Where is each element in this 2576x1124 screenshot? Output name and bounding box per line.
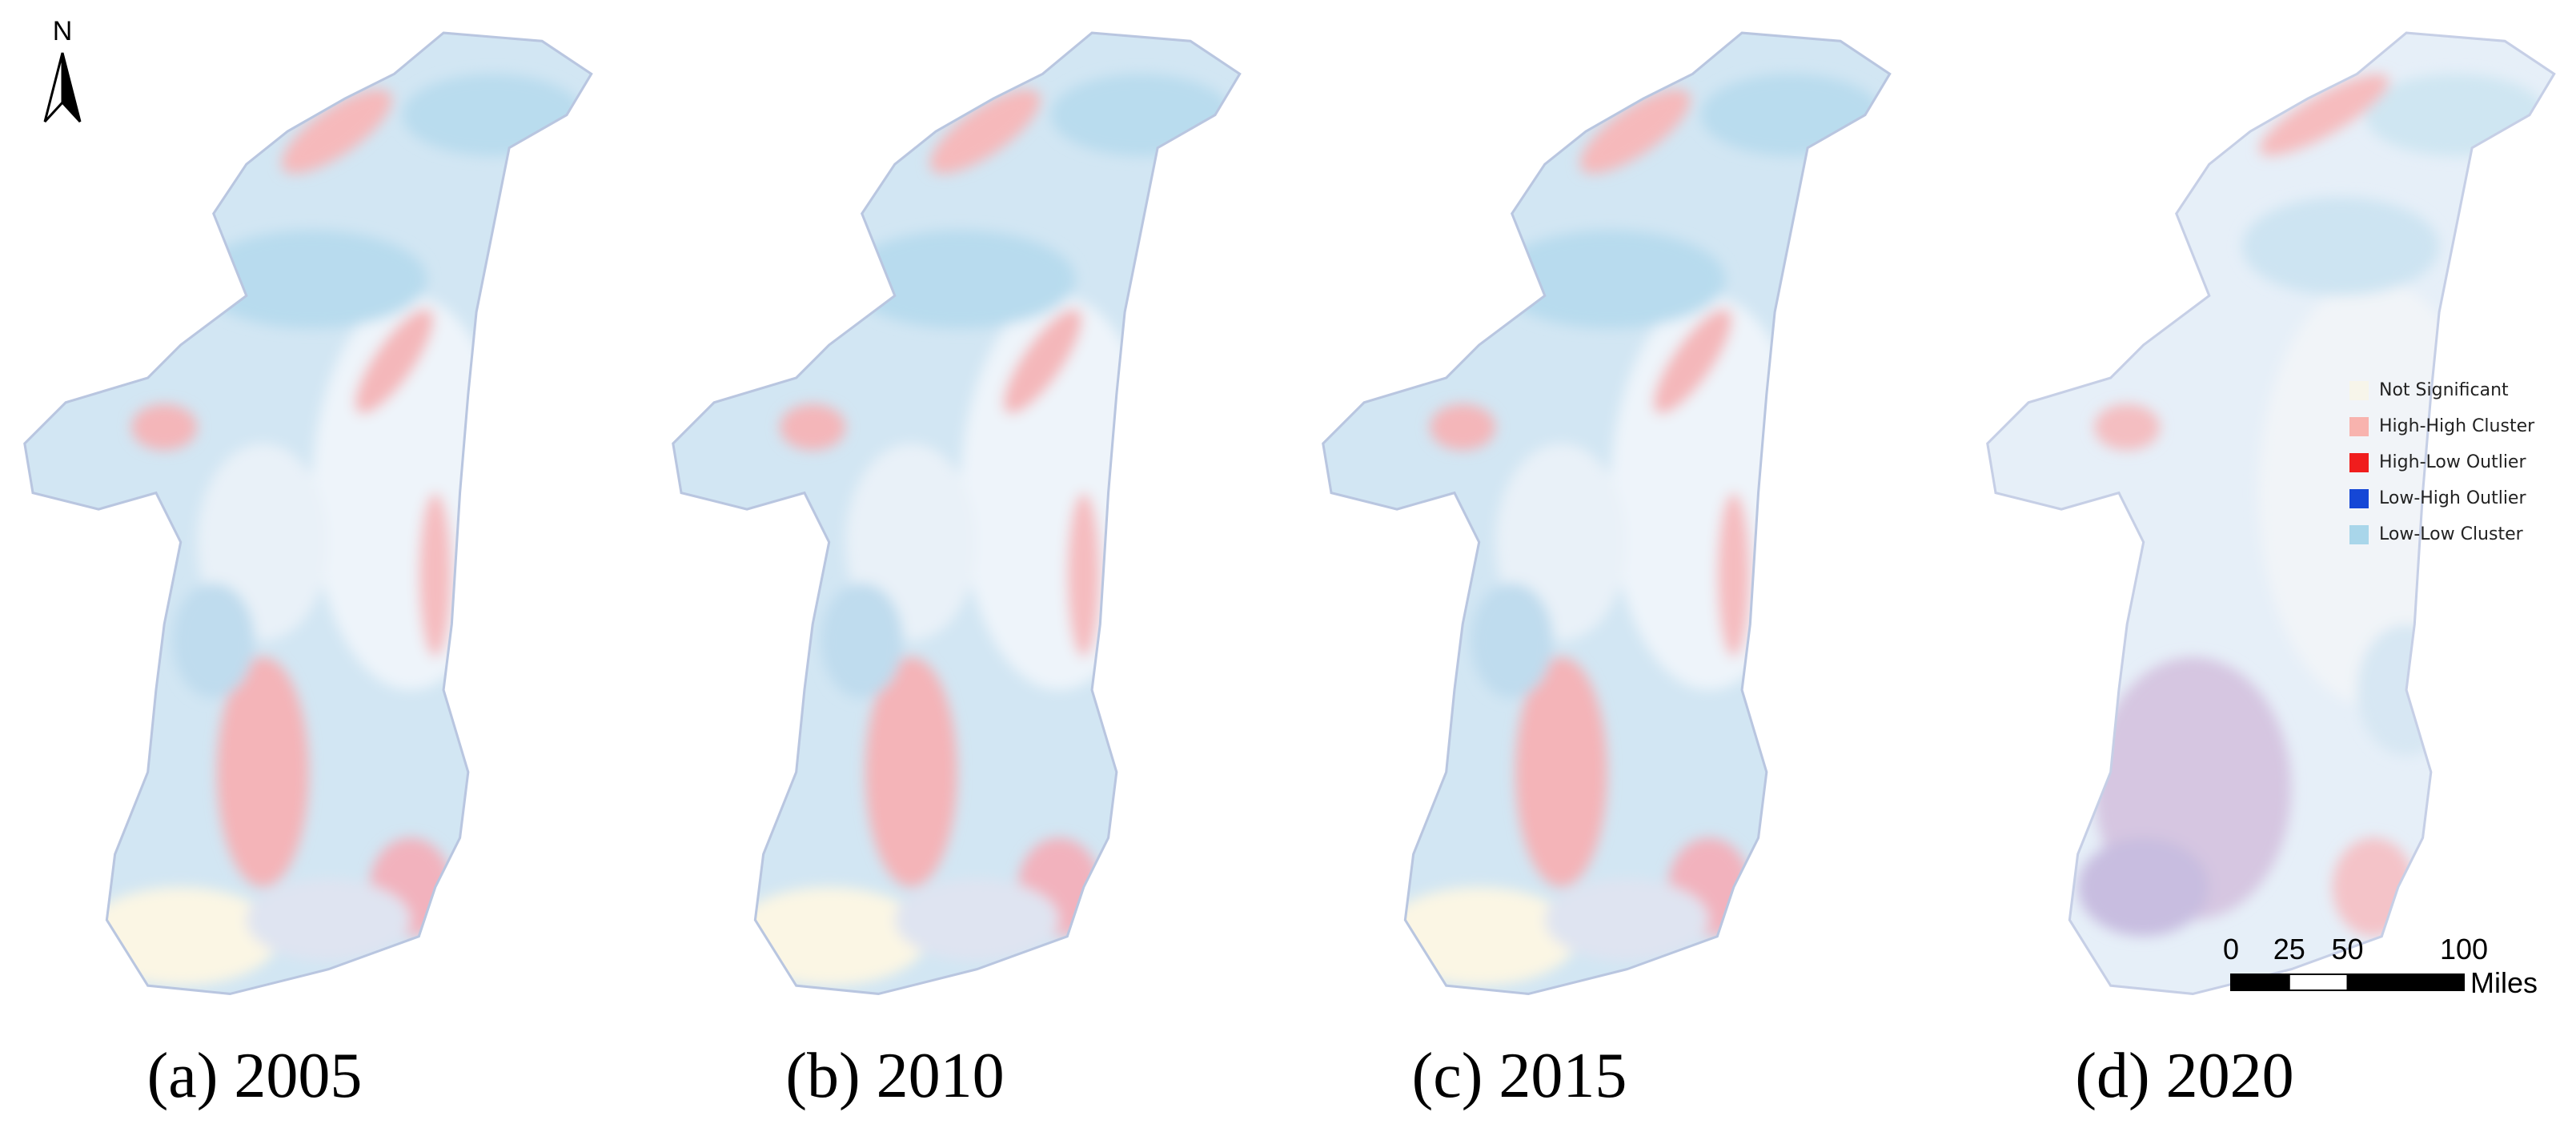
map-2010 [673,33,1240,994]
scale-unit: Miles [2470,966,2538,999]
map-2015 [1323,33,1890,994]
caption: (d) 2020 [2075,1041,2293,1111]
legend-label: Low-High Outlier [2379,488,2526,508]
scale-tick-label: 25 [2273,933,2305,965]
north-arrow: N [43,16,82,123]
legend-swatch [2349,381,2369,400]
legend-swatch [2349,525,2369,544]
scale-tick-label: 100 [2440,933,2488,965]
arrow-right [61,52,82,123]
legend-swatch [2349,417,2369,436]
north-label: N [53,16,73,46]
caption: (a) 2005 [147,1041,363,1111]
arrow-left [43,52,64,123]
legend-label: Not Significant [2379,380,2509,400]
scale-segment [2230,973,2290,991]
legend-swatch [2349,489,2369,508]
scale-tick-label: 0 [2223,933,2239,965]
scale-tick-label: 50 [2331,933,2363,965]
map-2020 [1988,33,2554,994]
scale-segment [2346,973,2465,991]
legend: Not Significant High-High Cluster High-Low… [2349,380,2535,544]
legend-swatch [2349,453,2369,472]
legend-label: High-Low Outlier [2379,452,2526,472]
scale-segment [2288,973,2349,991]
caption: (c) 2015 [1412,1041,1627,1111]
map-2005 [25,33,592,994]
legend-label: High-High Cluster [2379,416,2535,436]
legend-label: Low-Low Cluster [2379,524,2524,544]
caption: (b) 2010 [785,1041,1004,1111]
